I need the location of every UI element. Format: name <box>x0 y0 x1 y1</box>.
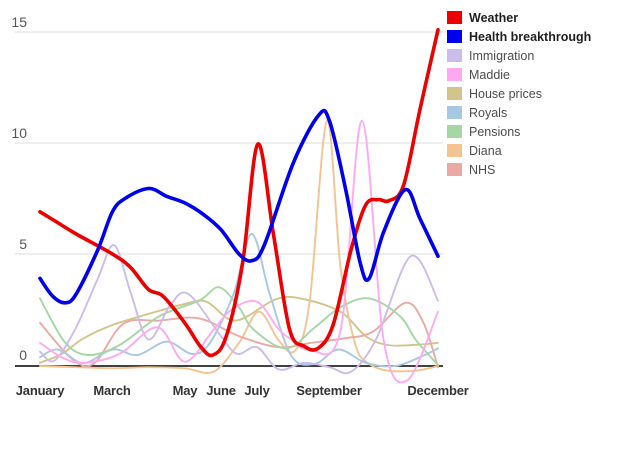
x-tick-label-june: June <box>206 383 236 398</box>
series-line-pensions <box>39 286 439 366</box>
chart-legend: Weather Health breakthrough Immigration … <box>447 10 592 177</box>
legend-item-diana: Diana <box>447 143 591 158</box>
legend-swatch-diana <box>447 144 462 157</box>
legend-label-maddie: Maddie <box>469 67 510 82</box>
legend-item-nhs: NHS <box>447 162 591 177</box>
legend-item-house-prices: House prices <box>447 86 591 101</box>
legend-swatch-nhs <box>447 163 462 176</box>
legend-swatch-royals <box>447 106 462 119</box>
legend-item-royals: Royals <box>447 105 591 120</box>
legend-label-weather: Weather <box>469 10 519 25</box>
y-tick-label-10: 10 <box>11 125 27 141</box>
x-tick-label-january: January <box>15 383 65 398</box>
legend-swatch-pensions <box>447 125 462 138</box>
legend-label-nhs: NHS <box>469 162 496 177</box>
legend-item-maddie: Maddie <box>447 67 591 82</box>
series-line-immigration <box>39 244 439 375</box>
legend-item-pensions: Pensions <box>447 124 591 139</box>
x-tick-label-september: September <box>296 383 362 398</box>
legend-swatch-immigration <box>447 49 462 62</box>
y-tick-label-0: 0 <box>19 347 27 363</box>
y-tick-label-15: 15 <box>11 14 27 30</box>
series-line-maddie <box>39 119 439 384</box>
series-line-house-prices <box>39 295 439 364</box>
legend-label-house-prices: House prices <box>469 86 542 101</box>
legend-swatch-health-breakthrough <box>447 30 462 43</box>
legend-label-diana: Diana <box>469 143 502 158</box>
legend-item-immigration: Immigration <box>447 48 591 63</box>
legend-swatch-weather <box>447 11 462 24</box>
legend-label-pensions: Pensions <box>469 124 521 139</box>
legend-label-royals: Royals <box>469 105 508 120</box>
legend-label-immigration: Immigration <box>469 48 535 63</box>
y-tick-label-5: 5 <box>19 236 27 252</box>
x-tick-label-july: July <box>244 383 270 398</box>
legend-swatch-house-prices <box>447 87 462 100</box>
x-tick-label-march: March <box>93 383 131 398</box>
series-line-health-breakthrough <box>38 108 440 305</box>
legend-label-health-breakthrough: Health breakthrough <box>469 29 592 44</box>
legend-swatch-maddie <box>447 68 462 81</box>
legend-item-weather: Weather <box>447 10 591 25</box>
x-tick-label-may: May <box>172 383 198 398</box>
series-line-weather <box>38 28 440 358</box>
legend-item-health-breakthrough: Health breakthrough <box>447 29 592 44</box>
x-tick-label-december: December <box>407 383 469 398</box>
